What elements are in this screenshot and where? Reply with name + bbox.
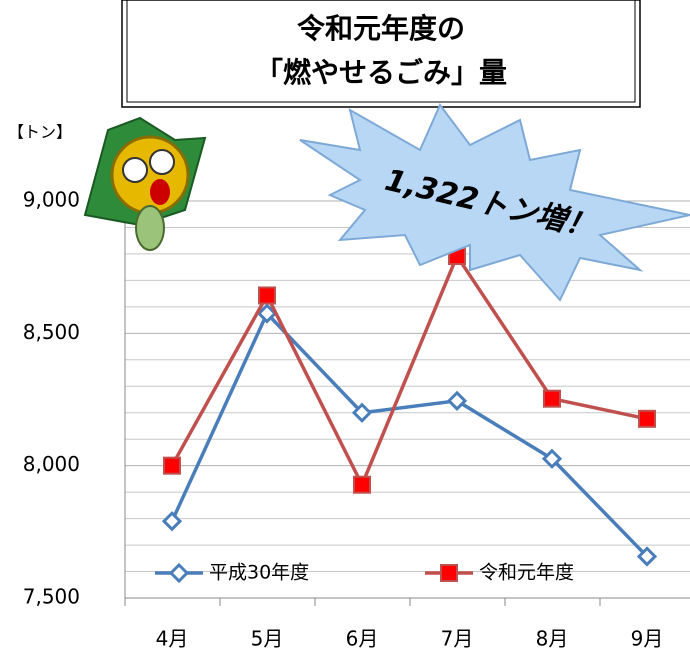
mascot-eye (123, 158, 147, 182)
series-line (172, 256, 647, 485)
x-tick-label: 6月 (346, 627, 379, 651)
y-tick-label: 8,500 (23, 320, 80, 344)
x-tick-label: 8月 (536, 627, 569, 651)
x-tick-label: 4月 (156, 627, 189, 651)
point (259, 287, 275, 303)
legend-label: 令和元年度 (479, 562, 574, 584)
mascot (85, 118, 205, 250)
y-axis-unit: 【トン】 (8, 123, 72, 142)
chart-title: 令和元年度の (297, 12, 465, 45)
x-tick-label: 7月 (441, 627, 474, 651)
x-tick-label: 5月 (251, 627, 284, 651)
y-tick-label: 9,000 (23, 188, 80, 212)
y-tick-label: 8,000 (23, 452, 80, 476)
point (164, 458, 180, 474)
mascot-eye (150, 150, 174, 174)
legend-label: 平成30年度 (209, 562, 309, 584)
point (639, 411, 655, 427)
point (354, 477, 370, 493)
mascot-body (136, 206, 164, 250)
series-line (172, 313, 647, 556)
x-tick-label: 9月 (631, 627, 664, 651)
point (441, 565, 457, 581)
point (171, 565, 187, 581)
point (164, 513, 180, 529)
chart: 令和元年度の 「燃やせるごみ」量 【トン】 7,500 8,000 8,500 9,0… (0, 0, 690, 660)
y-tick-label: 7,500 (23, 585, 80, 609)
chart-subtitle: 「燃やせるごみ」量 (255, 56, 507, 89)
mascot-mouth (150, 179, 170, 205)
point (449, 393, 465, 409)
point (544, 391, 560, 407)
